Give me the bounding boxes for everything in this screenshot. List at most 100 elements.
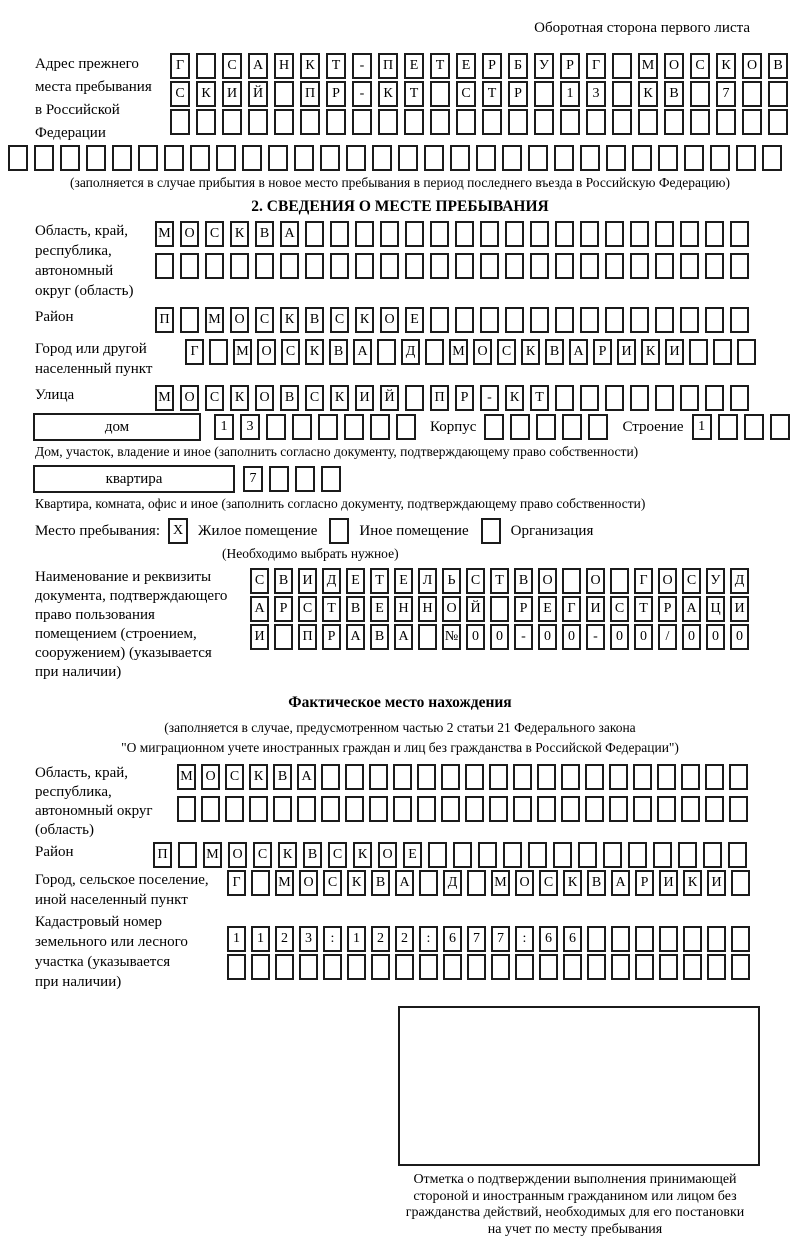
- grid-cell: К: [278, 842, 297, 868]
- grid-cell: [728, 842, 747, 868]
- grid-cell: 0: [706, 624, 725, 650]
- grid-cell: 7: [243, 466, 263, 492]
- grid-cell: С: [281, 339, 300, 365]
- actual-location-note-1: (заполняется в случае, предусмотренном ч…: [0, 718, 800, 738]
- grid-cell: [690, 109, 710, 135]
- grid-cell: [378, 109, 398, 135]
- grid-cell: [537, 796, 556, 822]
- stamp-caption: Отметка о подтверждении выполнения прини…: [370, 1172, 780, 1238]
- label-line: республика,: [35, 783, 177, 802]
- label-line: Отметка о подтверждении выполнения прини…: [370, 1172, 780, 1189]
- grid-cell: [744, 414, 764, 440]
- grid-cell: П: [300, 81, 320, 107]
- grid-cell: [689, 339, 708, 365]
- grid-cell: П: [153, 842, 172, 868]
- grid-cell: [630, 221, 649, 247]
- grid-cell: [280, 253, 299, 279]
- label-line: Город или другой: [35, 339, 185, 359]
- label-line: Наименование и реквизиты: [35, 568, 250, 587]
- grid-cell: [274, 624, 293, 650]
- grid-cell: [705, 221, 724, 247]
- grid-cell: [680, 253, 699, 279]
- grid-cell: 6: [443, 926, 462, 952]
- grid-cell: И: [250, 624, 269, 650]
- grid-cell: [355, 253, 374, 279]
- grid-cell: [248, 109, 268, 135]
- label-line: иной населенный пункт: [35, 890, 227, 910]
- grid-cell: [216, 145, 236, 171]
- grid-cell: [730, 221, 749, 247]
- grid-cell: [561, 764, 580, 790]
- stay-type-note: (Необходимо выбрать нужное): [0, 546, 800, 562]
- grid-cell: [563, 954, 582, 980]
- grid-cell: О: [228, 842, 247, 868]
- grid-cell: [480, 307, 499, 333]
- grid-cell: С: [682, 568, 701, 594]
- grid-cell: [534, 81, 554, 107]
- grid-cell: Ь: [442, 568, 461, 594]
- grid-cell: [405, 221, 424, 247]
- grid-cell: [611, 954, 630, 980]
- grid-cell: Р: [593, 339, 612, 365]
- grid-cell: [482, 109, 502, 135]
- grid-cell: [580, 385, 599, 411]
- grid-cell: К: [249, 764, 268, 790]
- grid-cell: О: [180, 221, 199, 247]
- grid-cell: [155, 253, 174, 279]
- grid-cell: [611, 926, 630, 952]
- grid-cell: [430, 221, 449, 247]
- grid-cell: [633, 796, 652, 822]
- grid-cell: [295, 466, 315, 492]
- grid-cell: О: [257, 339, 276, 365]
- grid-cell: К: [683, 870, 702, 896]
- grid-cell: Е: [538, 596, 557, 622]
- grid-cell: А: [395, 870, 414, 896]
- grid-cell: [476, 145, 496, 171]
- grid-cell: [344, 414, 364, 440]
- grid-cell: [491, 954, 510, 980]
- actual-district-label: Район: [0, 842, 153, 862]
- grid-cell: А: [248, 53, 268, 79]
- grid-cell: [657, 764, 676, 790]
- grid-cell: Р: [455, 385, 474, 411]
- grid-cell: С: [225, 764, 244, 790]
- street-label: Улица: [0, 385, 155, 405]
- grid-cell: [455, 253, 474, 279]
- grid-cell: Г: [227, 870, 246, 896]
- korpus-label: Корпус: [430, 419, 476, 436]
- actual-region-block: Область, край,республика,автономный окру…: [0, 764, 800, 840]
- grid-cell: [580, 221, 599, 247]
- label-line: документа, подтверждающего: [35, 587, 250, 606]
- grid-cell: Г: [185, 339, 204, 365]
- grid-cell: 0: [466, 624, 485, 650]
- grid-cell: [770, 414, 790, 440]
- grid-cell: Т: [490, 568, 509, 594]
- grid-cell: [190, 145, 210, 171]
- grid-cell: Р: [514, 596, 533, 622]
- grid-cell: [530, 221, 549, 247]
- grid-cell: [610, 568, 629, 594]
- grid-cell: В: [255, 221, 274, 247]
- label-line: Федерации: [35, 122, 170, 145]
- grid-cell: [705, 796, 724, 822]
- grid-cell: [369, 796, 388, 822]
- grid-cell: 0: [562, 624, 581, 650]
- grid-cell: 7: [491, 926, 510, 952]
- grid-cell: [555, 385, 574, 411]
- grid-cell: [305, 253, 324, 279]
- grid-cell: С: [205, 385, 224, 411]
- grid-cell: 0: [490, 624, 509, 650]
- grid-cell: О: [201, 764, 220, 790]
- grid-cell: Р: [322, 624, 341, 650]
- grid-cell: Т: [634, 596, 653, 622]
- grid-cell: [395, 954, 414, 980]
- grid-cell: :: [515, 926, 534, 952]
- grid-cell: Е: [456, 53, 476, 79]
- grid-cell: [112, 145, 132, 171]
- prev-address-row-3: [170, 109, 794, 135]
- grid-cell: В: [280, 385, 299, 411]
